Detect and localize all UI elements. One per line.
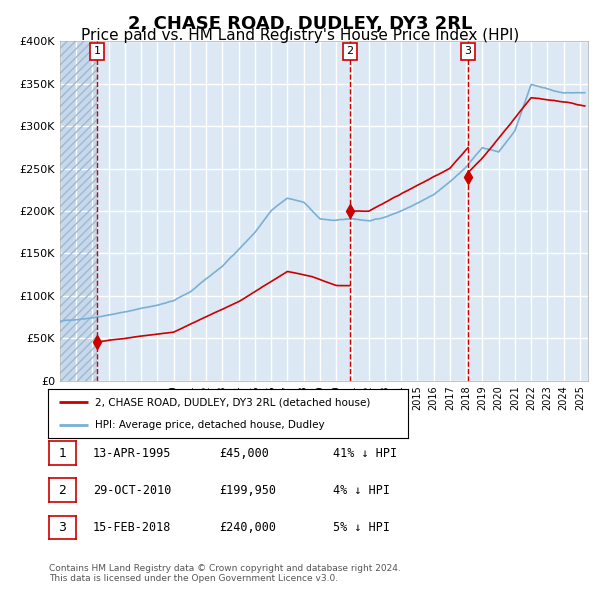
- Text: 2, CHASE ROAD, DUDLEY, DY3 2RL (detached house): 2, CHASE ROAD, DUDLEY, DY3 2RL (detached…: [95, 398, 370, 408]
- Text: 41% ↓ HPI: 41% ↓ HPI: [333, 447, 397, 460]
- Text: £240,000: £240,000: [219, 521, 276, 534]
- Text: 15-FEB-2018: 15-FEB-2018: [93, 521, 172, 534]
- Text: 1: 1: [94, 47, 101, 57]
- Bar: [60, 41, 97, 381]
- Text: 2: 2: [346, 47, 353, 57]
- Text: £45,000: £45,000: [219, 447, 269, 460]
- Text: Contains HM Land Registry data © Crown copyright and database right 2024.
This d: Contains HM Land Registry data © Crown c…: [49, 563, 401, 583]
- Text: Price paid vs. HM Land Registry's House Price Index (HPI): Price paid vs. HM Land Registry's House …: [81, 28, 519, 42]
- Text: 5% ↓ HPI: 5% ↓ HPI: [333, 521, 390, 534]
- Text: HPI: Average price, detached house, Dudley: HPI: Average price, detached house, Dudl…: [95, 419, 325, 430]
- Text: 2, CHASE ROAD, DUDLEY, DY3 2RL: 2, CHASE ROAD, DUDLEY, DY3 2RL: [128, 15, 472, 33]
- Text: 4% ↓ HPI: 4% ↓ HPI: [333, 484, 390, 497]
- Text: 1: 1: [58, 447, 67, 460]
- Bar: [60, 41, 97, 381]
- Text: 29-OCT-2010: 29-OCT-2010: [93, 484, 172, 497]
- Text: 3: 3: [58, 521, 67, 534]
- Text: 3: 3: [464, 47, 472, 57]
- Text: 2: 2: [58, 484, 67, 497]
- Text: £199,950: £199,950: [219, 484, 276, 497]
- Text: 13-APR-1995: 13-APR-1995: [93, 447, 172, 460]
